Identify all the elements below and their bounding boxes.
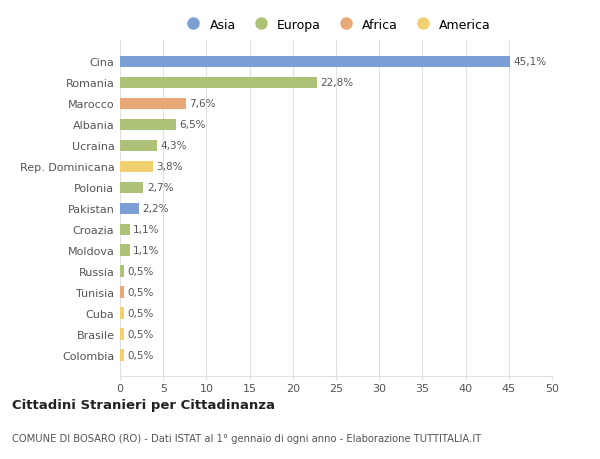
Text: 0,5%: 0,5% xyxy=(128,288,154,297)
Text: 0,5%: 0,5% xyxy=(128,267,154,277)
Bar xyxy=(120,98,185,110)
Bar xyxy=(120,224,130,235)
Text: 0,5%: 0,5% xyxy=(128,308,154,319)
Text: 0,5%: 0,5% xyxy=(128,350,154,360)
Bar xyxy=(120,308,124,319)
Bar xyxy=(120,161,153,173)
Bar xyxy=(120,119,176,131)
Bar xyxy=(120,245,130,257)
Bar xyxy=(120,78,317,89)
Bar xyxy=(120,329,124,340)
Text: 4,3%: 4,3% xyxy=(161,141,187,151)
Legend: Asia, Europa, Africa, America: Asia, Europa, Africa, America xyxy=(181,19,491,32)
Text: 22,8%: 22,8% xyxy=(320,78,353,88)
Text: 3,8%: 3,8% xyxy=(156,162,183,172)
Text: 2,2%: 2,2% xyxy=(142,204,169,214)
Bar xyxy=(120,182,143,194)
Text: Cittadini Stranieri per Cittadinanza: Cittadini Stranieri per Cittadinanza xyxy=(12,398,275,412)
Bar xyxy=(120,56,509,68)
Text: 1,1%: 1,1% xyxy=(133,246,160,256)
Text: 45,1%: 45,1% xyxy=(513,57,546,67)
Bar xyxy=(120,140,157,152)
Bar xyxy=(120,266,124,277)
Bar xyxy=(120,203,139,215)
Text: COMUNE DI BOSARO (RO) - Dati ISTAT al 1° gennaio di ogni anno - Elaborazione TUT: COMUNE DI BOSARO (RO) - Dati ISTAT al 1°… xyxy=(12,433,481,442)
Text: 2,7%: 2,7% xyxy=(147,183,173,193)
Text: 6,5%: 6,5% xyxy=(179,120,206,130)
Bar xyxy=(120,350,124,361)
Text: 7,6%: 7,6% xyxy=(189,99,215,109)
Text: 0,5%: 0,5% xyxy=(128,330,154,340)
Text: 1,1%: 1,1% xyxy=(133,225,160,235)
Bar xyxy=(120,287,124,298)
